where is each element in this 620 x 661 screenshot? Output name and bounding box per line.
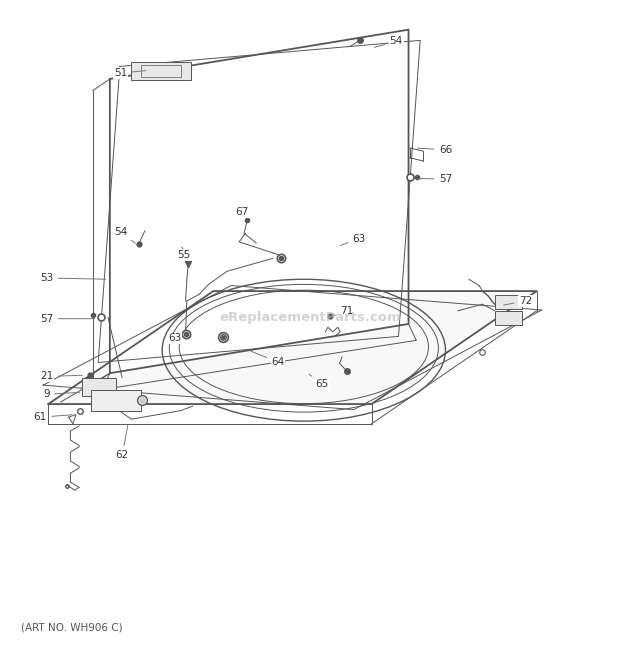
Text: 63: 63: [340, 233, 366, 245]
Bar: [141, 65, 181, 77]
Text: 63: 63: [168, 333, 187, 343]
Text: 64: 64: [251, 351, 285, 367]
Bar: [82, 378, 116, 396]
Text: 21: 21: [40, 371, 82, 381]
Text: 62: 62: [115, 425, 129, 460]
Text: 54: 54: [113, 227, 135, 243]
Text: 57: 57: [417, 175, 452, 184]
Bar: [495, 295, 523, 309]
Text: 61: 61: [33, 412, 72, 422]
Polygon shape: [110, 30, 409, 373]
Text: 9: 9: [43, 389, 79, 399]
Bar: [495, 311, 523, 325]
Text: 66: 66: [417, 145, 452, 155]
Text: 71: 71: [334, 306, 353, 316]
Text: 57: 57: [40, 314, 95, 324]
Text: eReplacementParts.com: eReplacementParts.com: [219, 311, 401, 324]
Polygon shape: [48, 291, 537, 404]
Text: 53: 53: [40, 273, 106, 283]
Text: 72: 72: [503, 296, 532, 306]
Text: 54: 54: [374, 36, 403, 48]
Bar: [131, 62, 190, 80]
Text: 51: 51: [113, 68, 146, 78]
Text: 55: 55: [177, 250, 190, 265]
Text: (ART NO. WH906 C): (ART NO. WH906 C): [20, 623, 122, 633]
Text: 67: 67: [236, 208, 249, 222]
Text: 65: 65: [309, 374, 329, 389]
Bar: [91, 389, 141, 410]
